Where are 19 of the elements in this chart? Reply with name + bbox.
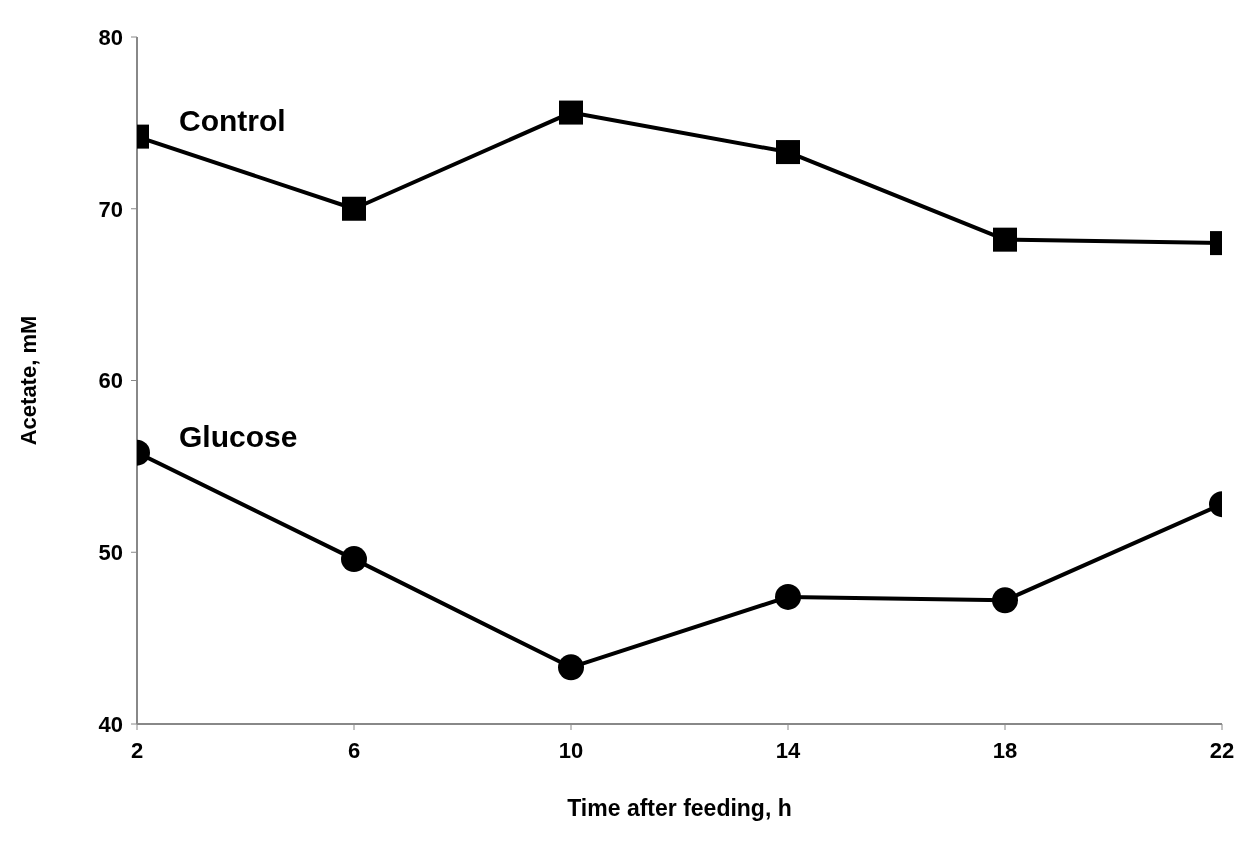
x-tick-label: 18 bbox=[992, 737, 1018, 763]
y-tick-label: 40 bbox=[98, 711, 123, 737]
y-tick-label: 80 bbox=[98, 24, 123, 50]
x-tick-label: 10 bbox=[558, 737, 584, 763]
x-tick-label: 6 bbox=[347, 737, 361, 763]
x-tick-label: 22 bbox=[1209, 737, 1235, 763]
series-label: Control bbox=[179, 103, 286, 137]
series-label: Glucose bbox=[179, 419, 298, 453]
x-tick-label: 14 bbox=[775, 737, 801, 763]
y-axis-title: Acetate, mM bbox=[15, 315, 41, 446]
point bbox=[776, 140, 800, 165]
y-tick-label: 50 bbox=[98, 540, 123, 566]
x-tick-label: 2 bbox=[130, 737, 144, 763]
point bbox=[558, 654, 584, 681]
y-tick-label: 70 bbox=[98, 196, 123, 222]
y-tick-label: 60 bbox=[98, 368, 123, 394]
point bbox=[559, 100, 583, 125]
x-axis-title: Time after feeding, h bbox=[567, 795, 792, 821]
point bbox=[775, 583, 801, 610]
